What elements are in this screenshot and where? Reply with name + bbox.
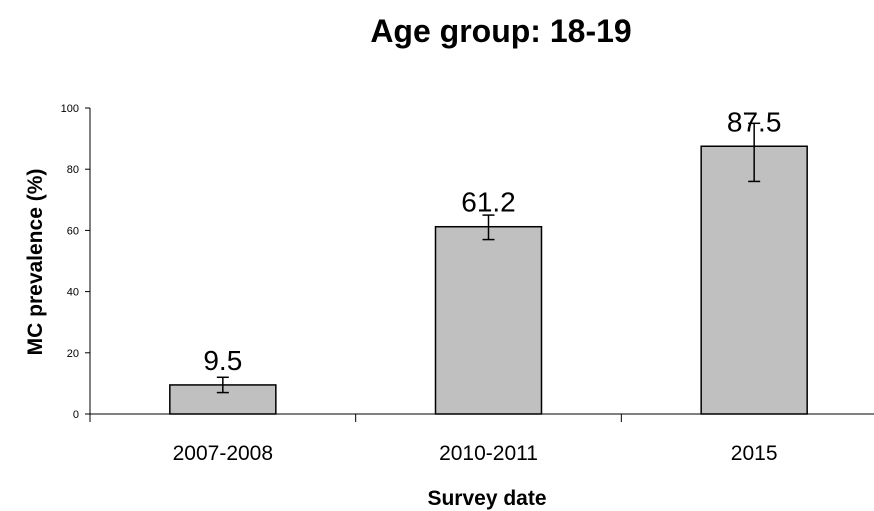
x-tick-label: 2015 bbox=[731, 442, 778, 465]
y-tick-label: 60 bbox=[67, 225, 79, 237]
y-tick-label: 80 bbox=[67, 164, 79, 176]
y-axis-title: MC prevalence (%) bbox=[24, 169, 47, 356]
chart-title: Age group: 18-19 bbox=[370, 13, 631, 49]
bar bbox=[434, 225, 543, 415]
x-axis-title: Survey date bbox=[427, 487, 546, 510]
y-tick-label: 0 bbox=[73, 409, 79, 421]
data-label: 87.5 bbox=[727, 106, 782, 137]
y-tick-label: 20 bbox=[67, 348, 79, 360]
data-label: 9.5 bbox=[203, 345, 242, 376]
data-label: 61.2 bbox=[461, 187, 516, 218]
bar bbox=[700, 145, 808, 415]
y-tick-label: 100 bbox=[61, 103, 79, 115]
plot-area: 0 20 40 60 80 100 9.5 2007-2008 61.2 2010-2011 87.… bbox=[61, 103, 874, 465]
x-tick-label: 2010-2011 bbox=[439, 442, 538, 465]
x-tick-label: 2007-2008 bbox=[173, 442, 273, 465]
y-tick-label: 40 bbox=[67, 287, 79, 299]
